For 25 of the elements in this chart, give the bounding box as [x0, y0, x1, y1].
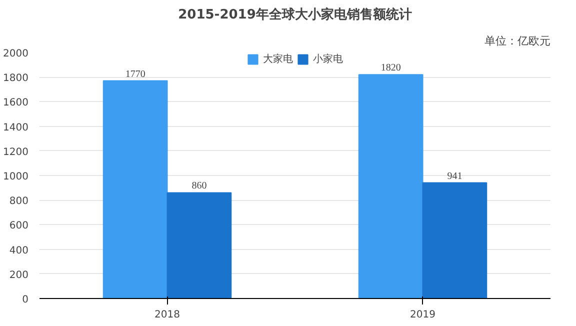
x-tick-label: 2019 — [410, 310, 436, 320]
legend-label: 小家电 — [313, 52, 343, 66]
legend-label: 大家电 — [263, 52, 293, 66]
bar — [166, 192, 232, 298]
y-tick-label: 2000 — [3, 48, 29, 60]
bar — [358, 74, 424, 298]
data-label: 860 — [192, 180, 207, 192]
y-tick-label: 0 — [22, 294, 29, 306]
data-label: 1770 — [125, 68, 146, 80]
y-tick-label: 1200 — [3, 146, 29, 158]
bar — [422, 182, 488, 298]
text: 单位：亿欧元 — [484, 34, 550, 48]
y-tick-label: 800 — [9, 196, 29, 208]
y-tick-label: 1600 — [3, 98, 29, 109]
y-tick-label: 1000 — [3, 172, 29, 182]
x-tick-label: 2018 — [154, 310, 180, 320]
bar — [102, 80, 168, 298]
y-tick-label: 200 — [9, 270, 29, 281]
y-tick-label: 1800 — [3, 73, 29, 84]
data-label: 1820 — [380, 62, 401, 74]
chart-title: 2015-2019年全球大小家电销售额统计 — [178, 6, 412, 22]
y-tick-label: 1400 — [3, 122, 29, 134]
data-label: 941 — [447, 170, 462, 182]
y-tick-label: 400 — [9, 245, 29, 256]
y-tick-label: 600 — [9, 220, 29, 232]
